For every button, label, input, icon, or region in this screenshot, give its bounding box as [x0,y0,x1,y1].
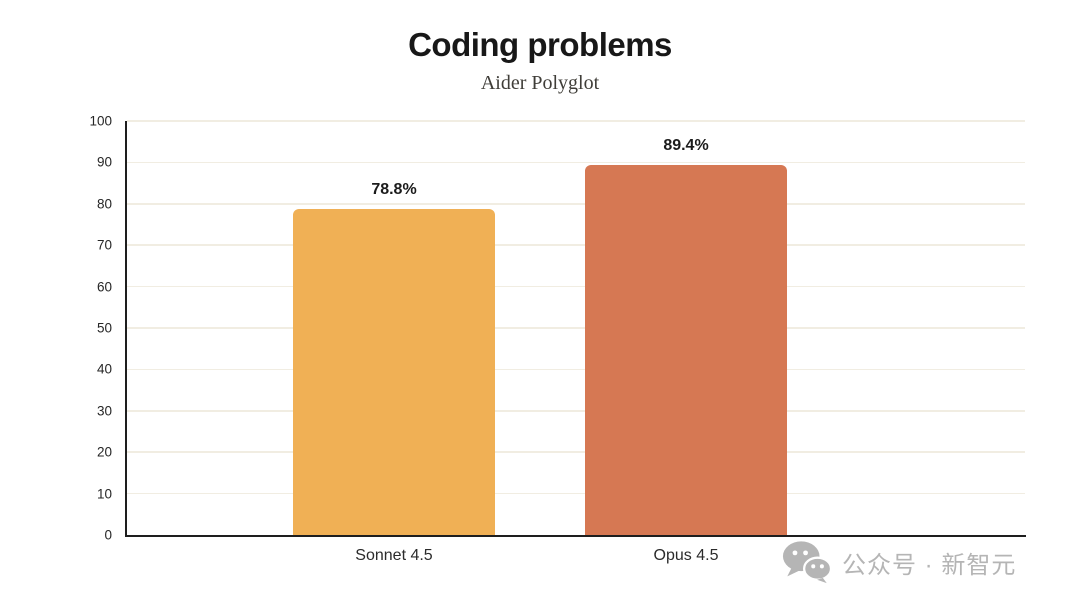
bar-sonnet-4-5 [293,208,495,535]
plot-area: 0 10 20 30 40 50 60 70 80 90 100 Sonnet 4.5 78.8% Opu… [89,114,1026,564]
y-tick-label-30: 30 [96,403,112,419]
wechat-icon [782,541,832,584]
y-tick-label-60: 60 [96,279,112,295]
y-tick-label-0: 0 [104,527,112,543]
chart-subtitle: Aider Polyglot [480,72,600,94]
gridline-y100 [127,120,1025,122]
y-tick-label-70: 70 [96,237,112,253]
gridline-y80 [127,203,1025,205]
y-axis-line [125,121,127,537]
gridline-y20 [127,451,1025,453]
bar-value-label: 89.4% [663,136,709,154]
bar-value-label: 78.8% [371,180,417,198]
chart-title: Coding problems [408,26,672,63]
gridline-y40 [127,368,1025,371]
y-tick-label-40: 40 [96,361,112,377]
y-tick-label-90: 90 [96,154,112,170]
y-tick-label-100: 100 [89,113,112,129]
watermark: 公众号 · 新智元 [782,539,1016,585]
bar-column-sonnet-4-5: 78.8% [293,121,495,535]
gridline-y60 [127,285,1025,288]
x-axis-line [125,534,1026,537]
bar-opus-4-5 [585,164,787,535]
bar-column-opus-4-5: 89.4% [585,121,787,535]
gridline-y30 [127,410,1025,412]
y-tick-label-50: 50 [96,320,112,336]
y-tick-label-10: 10 [96,486,112,502]
gridline-y70 [127,244,1025,246]
y-tick-label-80: 80 [96,196,112,212]
watermark-text: 公众号 · 新智元 [842,551,1017,579]
gridline-y10 [127,492,1025,495]
gridline-y90 [127,161,1025,164]
y-tick-label-20: 20 [96,444,112,460]
x-tick-label-sonnet-4-5: Sonnet 4.5 [355,547,433,564]
gridline-y50 [127,327,1025,329]
x-tick-label-opus-4-5: Opus 4.5 [653,547,719,564]
